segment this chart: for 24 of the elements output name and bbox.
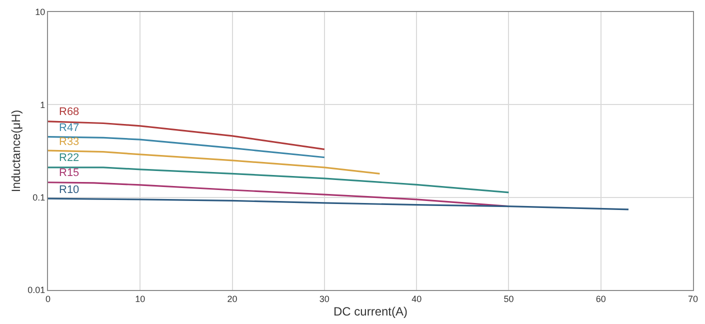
x-tick-label: 70 <box>688 294 698 304</box>
line-series <box>48 166 510 194</box>
y-tick-label: 10 <box>35 7 46 18</box>
y-axis-title: Inductance(μH) <box>8 110 23 192</box>
x-tick-label: 0 <box>45 294 51 304</box>
line-series <box>48 120 326 150</box>
x-axis-title: DC current(A) <box>333 304 408 319</box>
line-series <box>48 150 381 174</box>
x-tick-label: 50 <box>504 294 514 304</box>
series-label: R10 <box>59 184 80 196</box>
series-label: R22 <box>59 152 80 164</box>
y-tick-label: 1 <box>40 100 46 110</box>
series-label: R68 <box>59 106 80 118</box>
line-series <box>48 198 630 210</box>
x-tick-label: 40 <box>412 294 422 304</box>
series-label: R33 <box>59 136 80 148</box>
series-label: R15 <box>59 167 80 179</box>
y-tick-label: 0.01 <box>28 285 46 296</box>
y-tick-label: 0.1 <box>32 192 46 202</box>
series-label: R47 <box>59 122 80 134</box>
x-tick-label: 20 <box>227 294 238 304</box>
x-tick-label: 30 <box>319 294 330 304</box>
x-tick-label: 10 <box>135 294 146 304</box>
x-tick-label: 60 <box>596 294 606 304</box>
